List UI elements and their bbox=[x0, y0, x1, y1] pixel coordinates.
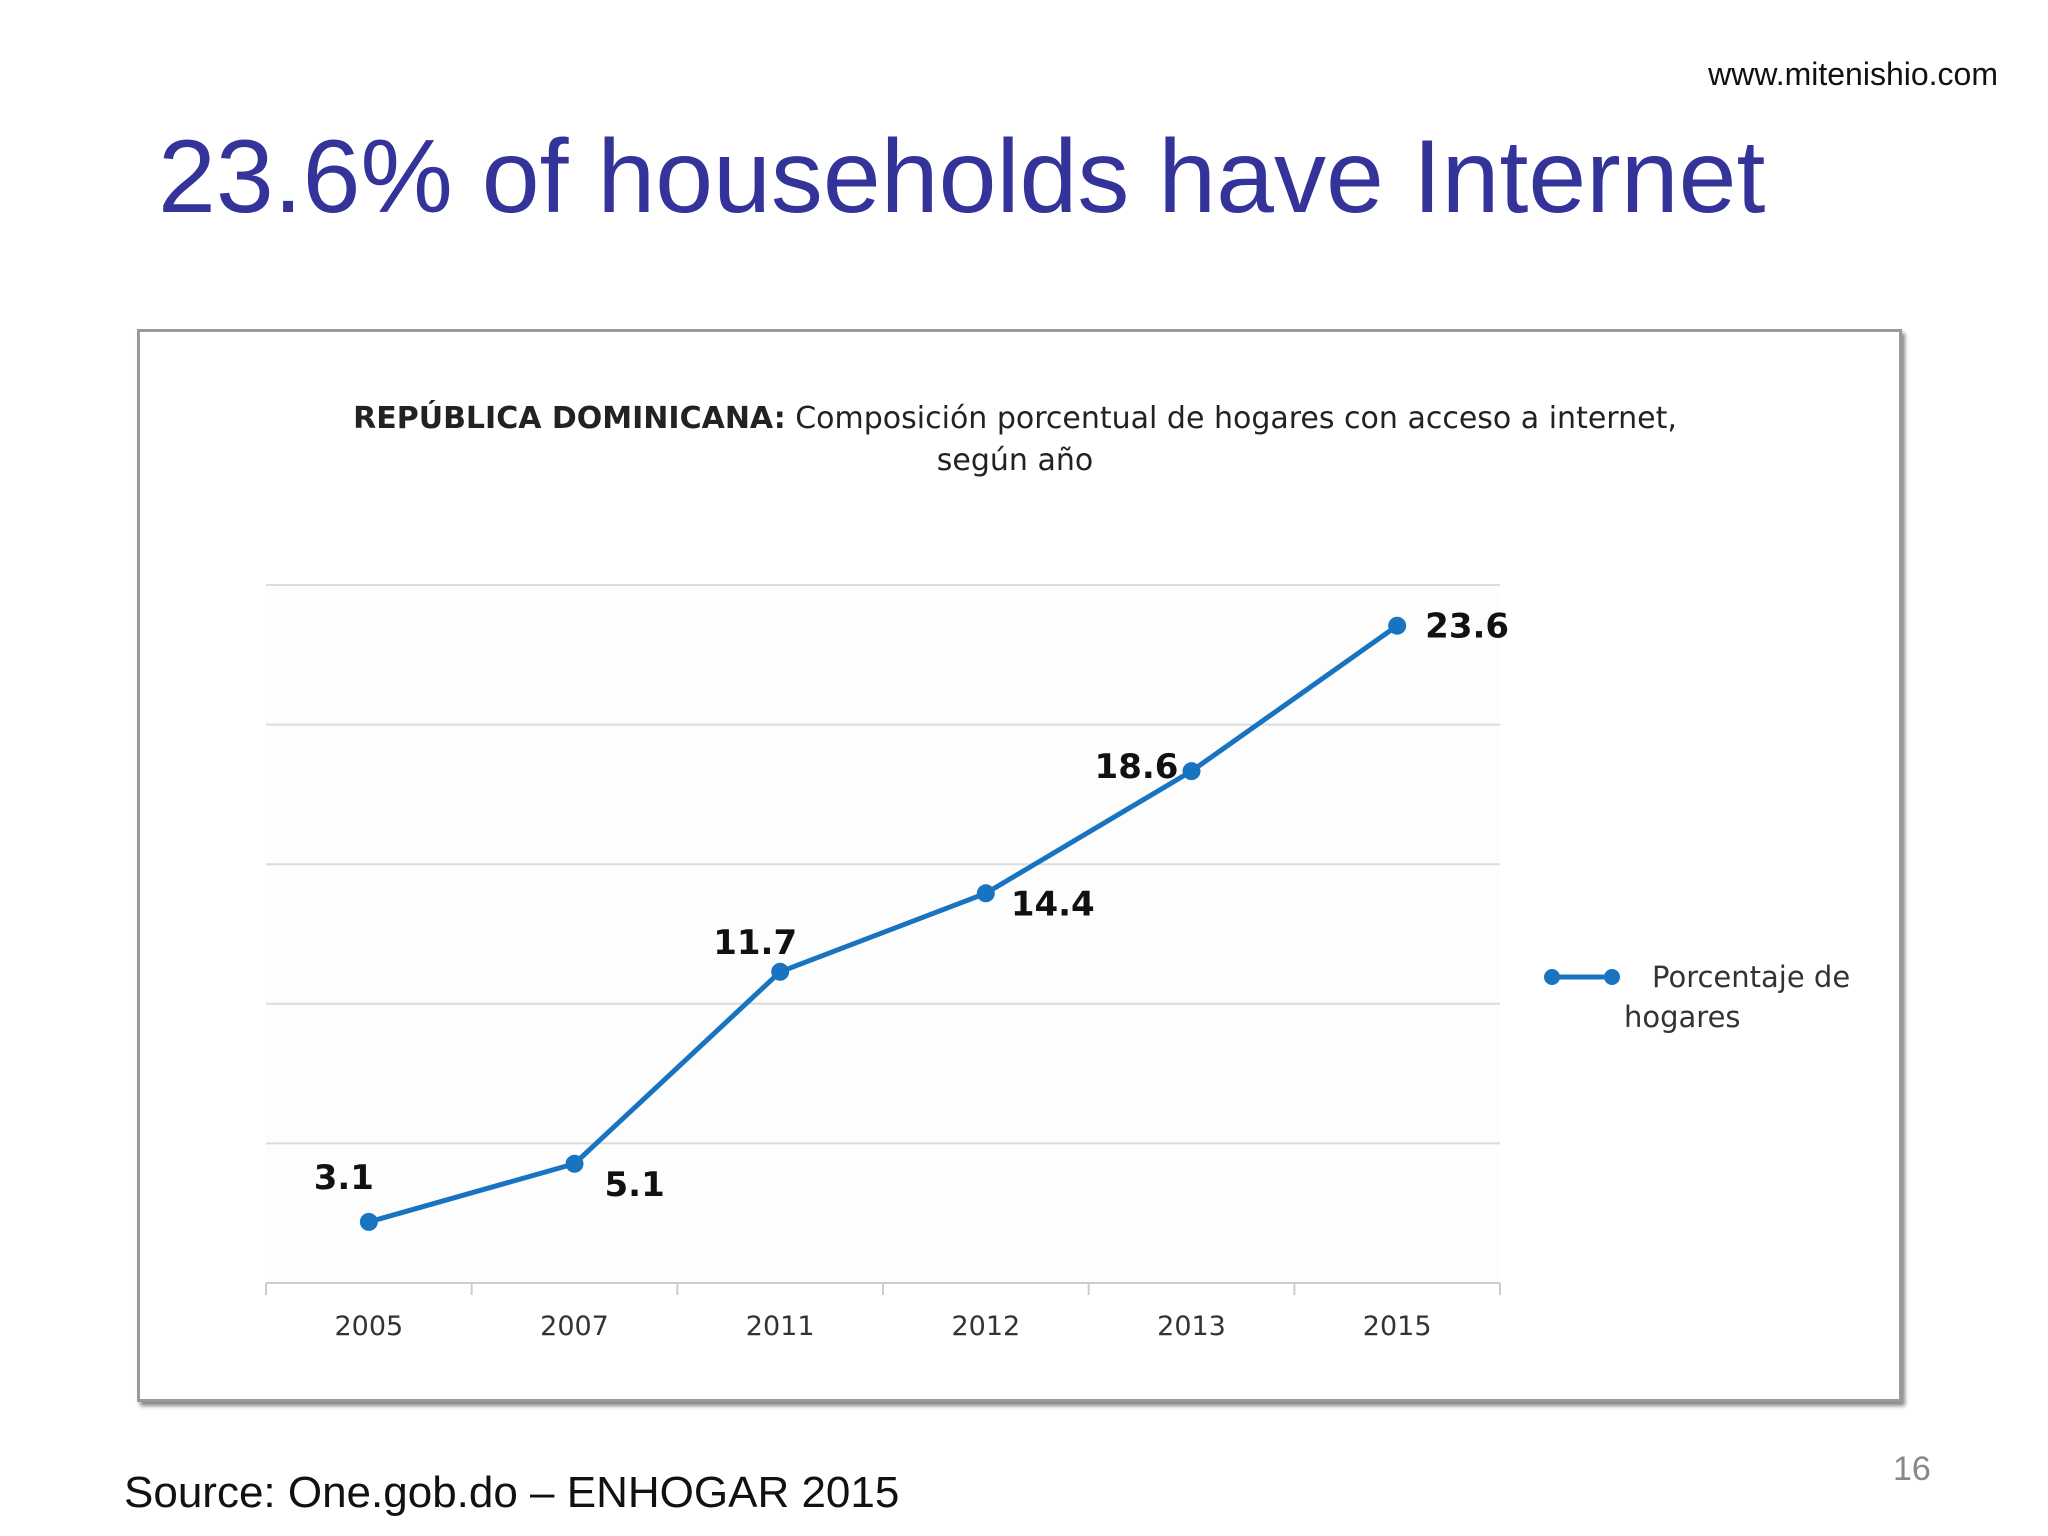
data-point bbox=[1182, 762, 1201, 781]
data-label: 3.1 bbox=[314, 1158, 374, 1198]
data-point bbox=[771, 962, 790, 981]
x-tick-label: 2015 bbox=[1363, 1311, 1432, 1342]
series-line bbox=[368, 623, 1399, 1225]
data-label: 11.7 bbox=[713, 923, 797, 963]
x-tick-label: 2011 bbox=[746, 1311, 815, 1342]
legend-marker bbox=[1544, 969, 1560, 985]
legend-marker bbox=[1604, 969, 1620, 985]
legend-label-line2: hogares bbox=[1624, 1000, 1741, 1034]
x-tick-label: 2013 bbox=[1157, 1311, 1226, 1342]
data-point bbox=[1388, 616, 1407, 635]
data-point bbox=[976, 884, 995, 903]
slide-title: 23.6% of households have Internet bbox=[158, 119, 1766, 235]
source-citation: Source: One.gob.do – ENHOGAR 2015 bbox=[124, 1468, 900, 1517]
data-label: 14.4 bbox=[1011, 884, 1095, 924]
website-url: www.mitenishio.com bbox=[1708, 56, 1998, 92]
data-point bbox=[359, 1212, 378, 1231]
data-label: 23.6 bbox=[1425, 607, 1509, 647]
data-label: 5.1 bbox=[605, 1165, 665, 1205]
data-label: 18.6 bbox=[1095, 747, 1179, 787]
data-point bbox=[565, 1154, 584, 1173]
chart-frame: REPÚBLICA DOMINICANA: Composición porcen… bbox=[137, 329, 1902, 1402]
chart-title-line1: REPÚBLICA DOMINICANA: Composición porcen… bbox=[353, 399, 1677, 436]
chart-title-bold: REPÚBLICA DOMINICANA: bbox=[353, 399, 786, 436]
x-tick-label: 2005 bbox=[334, 1311, 403, 1342]
chart-title-line2: según año bbox=[937, 443, 1093, 478]
legend-label-line1: Porcentaje de bbox=[1652, 960, 1850, 994]
x-tick-label: 2012 bbox=[951, 1311, 1020, 1342]
line-chart: REPÚBLICA DOMINICANA: Composición porcen… bbox=[265, 399, 1850, 1342]
page-number: 16 bbox=[1893, 1450, 1931, 1488]
chart-title-rest: Composición porcentual de hogares con ac… bbox=[786, 401, 1677, 436]
x-tick-label: 2007 bbox=[540, 1311, 609, 1342]
